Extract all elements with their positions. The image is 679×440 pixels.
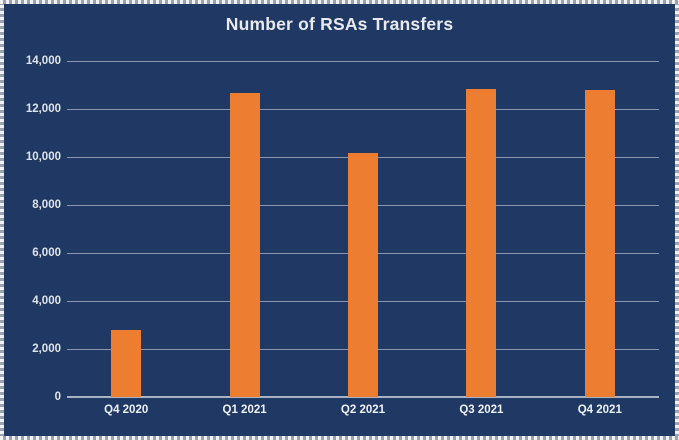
y-axis-tick-label: 14,000 xyxy=(25,55,61,67)
x-axis-labels: Q4 2020 Q1 2021 Q2 2021 Q3 2021 Q4 2021 xyxy=(67,404,659,426)
bar-q4-2021[interactable] xyxy=(584,89,615,397)
y-axis-tick-label: 2,000 xyxy=(32,343,61,355)
y-axis-tick-label: 0 xyxy=(54,391,61,403)
x-axis-tick-label: Q3 2021 xyxy=(459,404,504,416)
x-axis-tick-label: Q4 2020 xyxy=(104,404,149,416)
y-axis-tick-label: 12,000 xyxy=(25,103,61,115)
x-axis-tick-label: Q4 2021 xyxy=(577,404,622,416)
gridline xyxy=(67,61,659,62)
chart-plot-area xyxy=(67,61,659,398)
y-axis-tick-label: 4,000 xyxy=(32,295,61,307)
bar-q4-2020[interactable] xyxy=(111,330,142,397)
y-axis-tick-label: 8,000 xyxy=(32,199,61,211)
x-axis-tick-label: Q2 2021 xyxy=(340,404,386,416)
bar-q1-2021[interactable] xyxy=(229,92,260,397)
bar-q3-2021[interactable] xyxy=(466,88,497,397)
chart-title: Number of RSAs Transfers xyxy=(225,14,454,34)
y-axis-tick-label: 10,000 xyxy=(25,151,61,163)
gridline xyxy=(67,109,659,110)
x-axis-baseline xyxy=(67,396,659,398)
x-axis-tick-label: Q1 2021 xyxy=(222,404,267,416)
bar-q2-2021[interactable] xyxy=(348,153,378,397)
y-axis-tick-label: 6,000 xyxy=(32,247,61,259)
y-axis-labels: 0 2,000 4,000 6,000 8,000 10,000 12,000 14,000 xyxy=(0,55,61,403)
